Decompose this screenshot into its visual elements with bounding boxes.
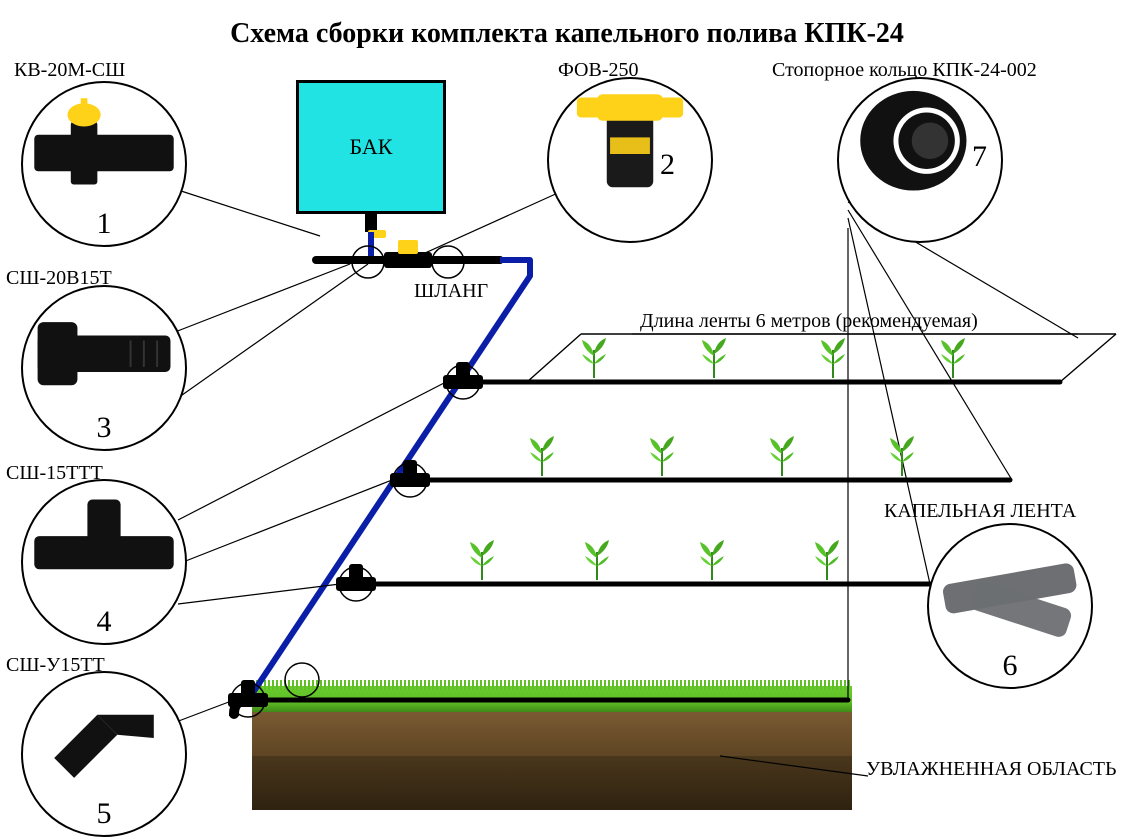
seedling-icon <box>696 334 732 374</box>
seedling-icon <box>935 334 971 374</box>
filter-fov-250-bubble: 2 <box>547 77 713 243</box>
filter-fov-250-number: 2 <box>660 148 675 223</box>
seedling-icon <box>644 432 680 472</box>
text-label-0: ШЛАНГ <box>414 280 488 303</box>
valve-kv-20m-bubble: 1 <box>21 81 187 247</box>
fitting-ssh-15ttt-number: 4 <box>97 605 112 639</box>
seedling-icon <box>809 536 845 576</box>
seedling-icon <box>524 432 560 472</box>
seedling-icon <box>884 432 920 472</box>
drip-tape-number: 6 <box>1003 649 1018 683</box>
seedling-icon <box>815 334 851 374</box>
drip-tape-bubble: 6 <box>927 523 1093 689</box>
stop-ring-number: 7 <box>972 140 987 215</box>
text-label-2: УВЛАЖНЕННАЯ ОБЛАСТЬ <box>866 758 1116 781</box>
fitting-ssh-15ttt-bubble: 4 <box>21 479 187 645</box>
seedling-icon <box>764 432 800 472</box>
seedling-icon <box>694 536 730 576</box>
fitting-ssh-u15tt-number: 5 <box>97 797 112 831</box>
fitting-ssh-20b15t-bubble: 3 <box>21 285 187 451</box>
seedling-icon <box>576 334 612 374</box>
seedling-icon <box>579 536 615 576</box>
fitting-ssh-20b15t-number: 3 <box>97 411 112 445</box>
seedling-icon <box>464 536 500 576</box>
text-label-1: Длина ленты 6 метров (рекомендуемая) <box>640 310 978 333</box>
fitting-ssh-u15tt-bubble: 5 <box>21 671 187 837</box>
stop-ring-bubble: 7 <box>837 77 1003 243</box>
valve-kv-20m-number: 1 <box>97 207 112 241</box>
